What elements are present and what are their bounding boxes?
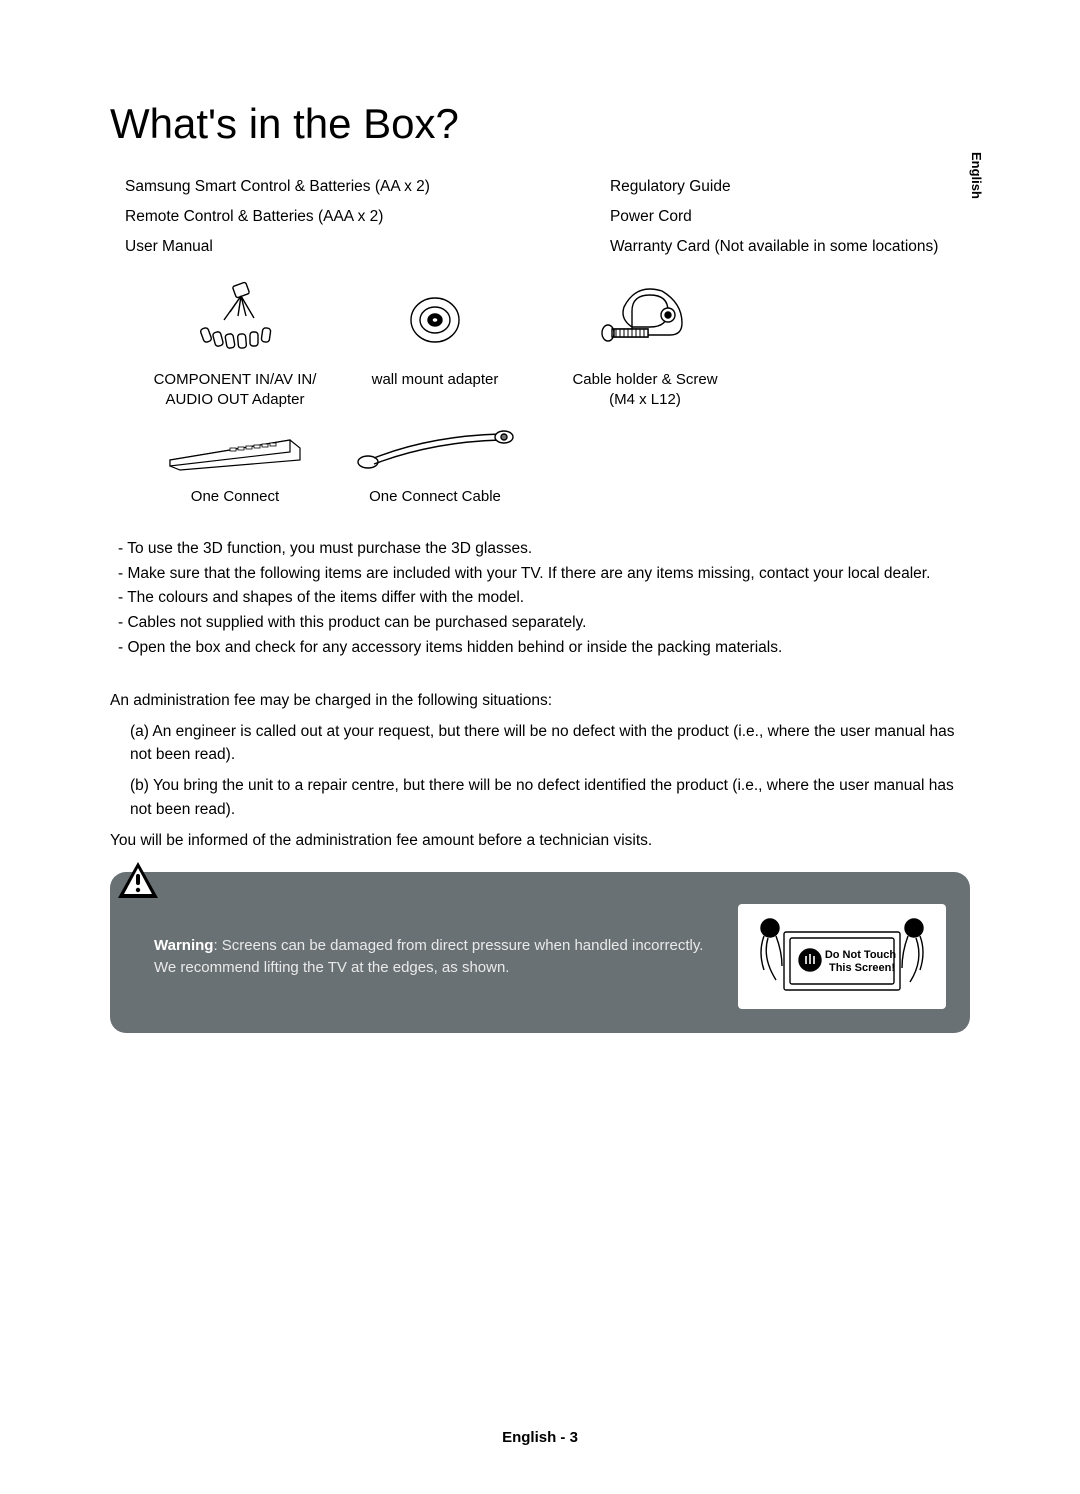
accessory-one-connect-cable: One Connect Cable	[335, 421, 535, 507]
note-item: The colours and shapes of the items diff…	[110, 586, 970, 611]
accessory-label: COMPONENT IN/AV IN/	[154, 370, 317, 390]
component-adapter-icon	[190, 276, 280, 364]
cable-holder-icon	[590, 276, 700, 364]
wall-mount-adapter-icon	[405, 276, 465, 364]
one-connect-icon	[160, 421, 310, 481]
warning-triangle-icon	[116, 860, 160, 900]
note-item: Make sure that the following items are i…	[110, 562, 970, 587]
note-item: Cables not supplied with this product ca…	[110, 611, 970, 636]
accessory-cable-holder: Cable holder & Screw (M4 x L12)	[535, 276, 755, 411]
text-items-columns: Samsung Smart Control & Batteries (AA x …	[125, 178, 970, 256]
one-connect-cable-icon	[350, 421, 520, 481]
warning-bold: Warning	[154, 937, 213, 954]
language-tab: English	[969, 152, 984, 199]
text-item: Regulatory Guide	[610, 178, 939, 196]
accessory-label: One Connect Cable	[369, 487, 501, 507]
accessory-wall-mount: wall mount adapter	[335, 276, 535, 411]
accessory-label: wall mount adapter	[372, 370, 499, 390]
accessory-label: AUDIO OUT Adapter	[166, 390, 305, 410]
page-footer: English - 3	[0, 1429, 1080, 1446]
admin-outro: You will be informed of the administrati…	[110, 829, 970, 852]
accessory-component-adapter: COMPONENT IN/AV IN/ AUDIO OUT Adapter	[135, 276, 335, 411]
page-title: What's in the Box?	[110, 100, 970, 148]
text-item: Samsung Smart Control & Batteries (AA x …	[125, 178, 430, 196]
accessory-grid: COMPONENT IN/AV IN/ AUDIO OUT Adapter wa…	[135, 276, 970, 507]
do-not-touch-label: Do Not Touch This Screen!	[825, 949, 899, 974]
warning-text: Warning: Screens can be damaged from dir…	[154, 935, 718, 979]
admin-item-a: (a) An engineer is called out at your re…	[130, 720, 970, 767]
warning-rest: : Screens can be damaged from direct pre…	[154, 937, 703, 976]
accessory-label: One Connect	[191, 487, 279, 507]
accessory-label: Cable holder & Screw	[572, 370, 717, 390]
warning-box: Warning: Screens can be damaged from dir…	[110, 872, 970, 1033]
text-item: Remote Control & Batteries (AAA x 2)	[125, 208, 430, 226]
accessory-one-connect: One Connect	[135, 421, 335, 507]
text-item: User Manual	[125, 238, 430, 256]
note-item: To use the 3D function, you must purchas…	[110, 537, 970, 562]
text-item: Warranty Card (Not available in some loc…	[610, 238, 939, 256]
warning-illustration: Do Not Touch This Screen!	[738, 904, 946, 1009]
notes-list: To use the 3D function, you must purchas…	[110, 537, 970, 661]
text-item: Power Cord	[610, 208, 939, 226]
admin-item-b: (b) You bring the unit to a repair centr…	[130, 774, 970, 821]
admin-fee-block: An administration fee may be charged in …	[110, 689, 970, 853]
footer-text: English - 3	[502, 1429, 578, 1446]
admin-intro: An administration fee may be charged in …	[110, 689, 970, 712]
left-column: Samsung Smart Control & Batteries (AA x …	[125, 178, 430, 256]
right-column: Regulatory Guide Power Cord Warranty Car…	[610, 178, 939, 256]
accessory-label: (M4 x L12)	[609, 390, 681, 410]
note-item: Open the box and check for any accessory…	[110, 636, 970, 661]
